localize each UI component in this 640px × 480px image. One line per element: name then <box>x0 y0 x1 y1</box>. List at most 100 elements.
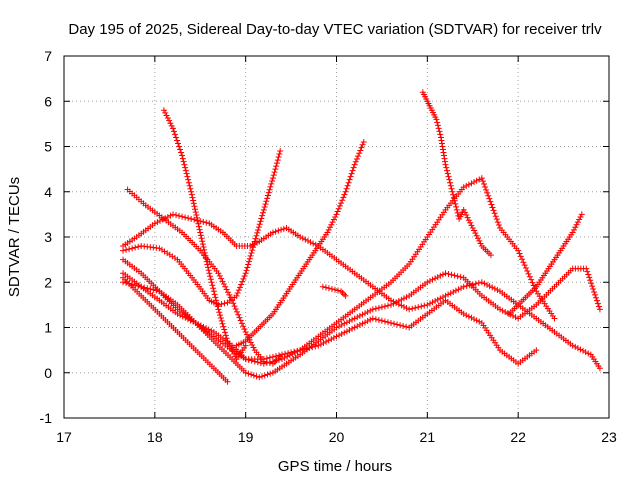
data-point <box>429 276 436 283</box>
data-point <box>494 219 501 226</box>
data-point <box>391 320 398 327</box>
data-point <box>522 265 529 272</box>
data-point <box>247 339 254 346</box>
data-point <box>403 294 410 301</box>
data-point <box>302 236 309 243</box>
data-point <box>279 351 285 358</box>
data-point <box>486 283 493 290</box>
data-point <box>426 300 433 307</box>
data-point <box>274 157 281 164</box>
data-point <box>520 259 527 266</box>
data-point <box>135 243 142 250</box>
data-point <box>164 213 171 220</box>
data-point <box>264 371 271 378</box>
x-tick-label: 19 <box>238 429 254 445</box>
data-point <box>483 186 490 193</box>
data-point <box>238 320 245 327</box>
data-point <box>218 317 225 324</box>
data-point <box>369 306 376 313</box>
data-point <box>450 288 457 295</box>
data-point <box>199 238 206 245</box>
data-point <box>186 182 193 189</box>
data-point <box>129 281 136 288</box>
data-point <box>198 235 205 242</box>
x-tick-label: 21 <box>420 429 436 445</box>
y-tick-labels: -1 0 1 2 3 4 5 6 7 <box>40 48 53 426</box>
data-point <box>317 341 324 348</box>
data-point <box>138 283 145 290</box>
data-point <box>438 137 445 144</box>
data-point <box>453 203 460 210</box>
series-s10 <box>506 211 585 317</box>
data-point <box>340 194 347 201</box>
data-point <box>504 310 511 317</box>
y-tick-label: 2 <box>44 274 52 290</box>
data-point <box>341 320 348 327</box>
data-point <box>334 208 341 215</box>
data-point <box>583 265 590 272</box>
data-point <box>200 244 207 251</box>
data-point <box>474 235 481 242</box>
data-point <box>397 322 404 329</box>
data-point <box>269 353 276 360</box>
data-point <box>320 340 327 347</box>
data-point <box>519 256 526 263</box>
data-point <box>351 324 358 331</box>
data-point <box>343 319 350 326</box>
data-point <box>123 246 130 253</box>
data-point <box>206 270 213 277</box>
data-point <box>239 278 246 285</box>
data-point <box>525 270 532 277</box>
data-point <box>473 177 480 184</box>
data-point <box>364 308 371 315</box>
data-point <box>250 244 257 251</box>
data-point <box>502 308 509 315</box>
data-point <box>208 279 215 286</box>
data-point <box>484 189 491 196</box>
data-point <box>176 143 183 150</box>
data-point <box>432 297 439 304</box>
data-point <box>273 160 280 167</box>
data-point <box>257 218 264 225</box>
data-point <box>278 226 285 233</box>
data-point <box>266 186 273 193</box>
data-point <box>335 287 342 294</box>
data-point <box>352 158 359 165</box>
axis-ticks <box>63 55 610 419</box>
data-point <box>436 128 443 135</box>
data-point <box>188 215 195 222</box>
data-point <box>248 371 255 378</box>
data-point <box>369 315 376 322</box>
data-point <box>270 172 277 179</box>
data-point <box>249 341 256 348</box>
data-point <box>216 309 223 316</box>
data-point <box>585 350 592 357</box>
data-point <box>384 302 391 309</box>
data-point <box>192 206 199 213</box>
data-point <box>439 146 446 153</box>
data-point <box>577 346 584 353</box>
data-point <box>190 200 197 207</box>
data-point <box>170 125 176 132</box>
data-point <box>464 214 471 221</box>
y-tick-label: 3 <box>44 229 52 245</box>
data-point <box>185 176 192 183</box>
data-point <box>264 195 271 202</box>
data-point <box>372 316 379 323</box>
data-point <box>262 201 269 208</box>
data-point <box>167 212 174 219</box>
data-point <box>468 180 475 187</box>
data-point <box>432 275 439 282</box>
data-point <box>526 273 533 280</box>
y-tick-label: 1 <box>44 320 52 336</box>
data-point <box>454 273 461 280</box>
data-point <box>280 225 287 232</box>
data-point <box>497 306 503 313</box>
data-point <box>178 149 185 156</box>
data-point <box>590 286 597 293</box>
data-point <box>336 332 343 339</box>
data-point <box>362 310 369 317</box>
data-point <box>346 327 353 334</box>
data-point <box>252 235 259 242</box>
data-point <box>303 345 310 352</box>
